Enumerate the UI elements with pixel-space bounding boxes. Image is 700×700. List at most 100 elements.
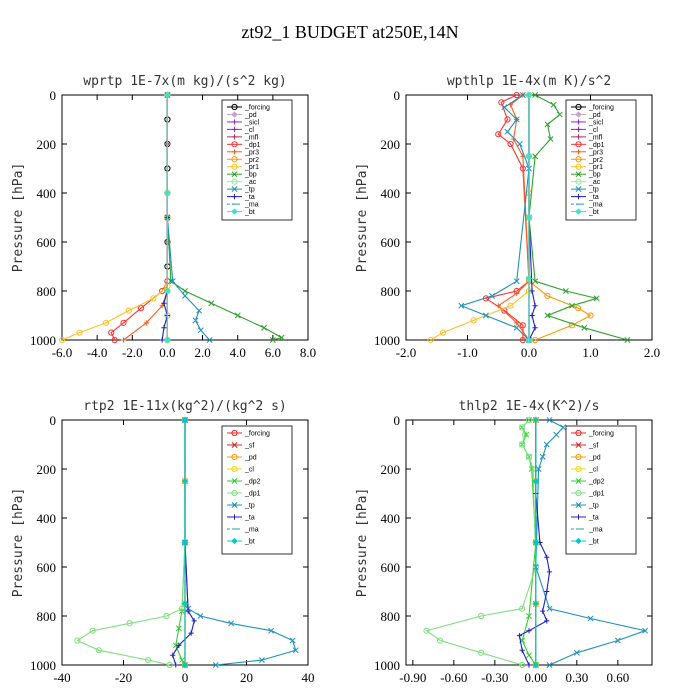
legend-label: _pd: [244, 112, 257, 119]
x-tick-label: -40: [53, 670, 70, 685]
legend-marker: [575, 163, 582, 170]
legend-marker: [575, 453, 582, 461]
legend-marker: [575, 103, 582, 111]
data-point: [525, 453, 533, 460]
data-point: [614, 637, 621, 644]
data-point: [546, 605, 553, 612]
y-tick-label: 0: [50, 413, 57, 428]
data-point: [164, 189, 171, 197]
data-point: [163, 612, 170, 620]
legend-label: _cl: [588, 127, 598, 134]
legend-label: _tp: [588, 503, 599, 510]
series-bt: [181, 416, 189, 669]
x-tick-label: -20: [115, 670, 132, 685]
data-point: [532, 153, 539, 160]
data-point: [573, 649, 580, 656]
chart-panel-4: -0.90 -0.60 -0.30 0.00 0.30 0.60 0 200 400 600 800…: [355, 399, 653, 685]
legend-label: _cl: [244, 127, 254, 134]
data-point: [587, 312, 594, 319]
data-point: [544, 554, 550, 560]
legend-marker: [231, 163, 238, 170]
legend-label: _forcing: [588, 105, 614, 112]
legend-label: _sicl: [588, 119, 603, 126]
legend-marker: [231, 514, 238, 520]
data-point: [58, 336, 66, 344]
y-tick-label: 600: [381, 235, 401, 250]
data-point: [532, 539, 539, 546]
data-point: [575, 305, 582, 312]
legend-box: [565, 99, 637, 221]
legend-label: _sf: [244, 443, 254, 450]
data-point: [228, 620, 235, 627]
data-point: [519, 441, 526, 448]
legend-marker: [231, 194, 238, 200]
data-point: [556, 111, 563, 118]
data-point: [289, 637, 296, 644]
legend-label: _bt: [588, 539, 599, 546]
data-point: [208, 300, 215, 307]
data-point: [532, 478, 539, 485]
legend-marker: [575, 141, 582, 148]
data-point: [143, 320, 149, 326]
y-tick-label: 1000: [30, 333, 56, 348]
x-tick-label: 0.0: [159, 345, 175, 360]
data-point: [482, 312, 489, 319]
legend-marker: [231, 537, 238, 545]
y-tick-label: 800: [37, 609, 57, 624]
legend-label: _ma: [244, 202, 259, 209]
y-tick-label: 0: [394, 88, 401, 103]
legend-marker: [231, 171, 238, 178]
legend-label: _ta: [588, 194, 599, 201]
data-point: [470, 317, 477, 324]
data-point: [181, 478, 189, 485]
data-point: [89, 627, 96, 634]
legend-marker: [575, 429, 582, 437]
data-point: [437, 637, 444, 644]
legend-label: _cl: [588, 467, 598, 474]
legend-label: _ma: [244, 527, 259, 534]
legend-label: _tp: [588, 187, 599, 194]
data-point: [544, 588, 550, 595]
data-point: [427, 336, 434, 344]
legend-label: _pr2: [588, 157, 603, 164]
data-point: [164, 287, 171, 295]
legend-label: _bt: [244, 539, 255, 546]
data-point: [258, 657, 265, 664]
y-tick-label: 400: [37, 186, 57, 201]
legend-marker: [231, 134, 238, 140]
data-point: [562, 288, 569, 294]
legend-box: [565, 425, 637, 555]
legend-label: _dp1: [588, 491, 605, 498]
y-tick-label: 600: [37, 560, 57, 575]
x-tick-label: -0.60: [440, 670, 467, 685]
legend-label: _sicl: [244, 119, 259, 126]
data-point: [519, 605, 526, 612]
data-point: [513, 278, 520, 285]
y-tick-label: 800: [381, 609, 401, 624]
data-point: [269, 337, 276, 343]
data-point: [504, 128, 511, 135]
data-point: [108, 329, 115, 336]
series-pr1: [427, 91, 533, 344]
y-tick-label: 0: [50, 88, 57, 103]
data-point: [74, 637, 81, 644]
legend-label: _pr1: [588, 164, 603, 171]
legend-label: _pr2: [244, 157, 259, 164]
legend-label: _bp: [588, 172, 601, 179]
series-bt: [164, 91, 171, 344]
data-point: [544, 618, 550, 624]
panel-title: wpthlp 1E-4x(m K)/s^2: [447, 74, 611, 89]
legend: _forcing _sf _pd _cl _dp2 _dp1 _tp _ta _ma _bt: [221, 425, 293, 555]
data-point: [164, 91, 171, 99]
data-point: [478, 649, 485, 656]
data-point: [181, 539, 189, 546]
x-tick-label: 20: [240, 670, 253, 685]
plot-frame: [61, 94, 309, 341]
data-point: [197, 327, 204, 334]
series-line: [76, 420, 186, 666]
x-tick-label: 1.0: [582, 345, 598, 360]
data-point: [525, 416, 533, 424]
legend-label: _pd: [588, 112, 601, 119]
y-tick-label: 200: [381, 137, 401, 152]
series-bt: [525, 91, 533, 344]
